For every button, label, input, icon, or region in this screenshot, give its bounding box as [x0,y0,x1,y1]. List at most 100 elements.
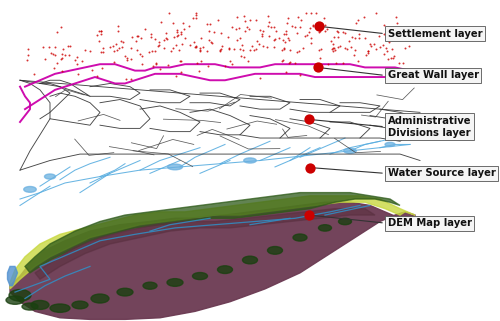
Point [285,61,293,66]
Point [206,22,214,27]
Point [127,56,135,62]
Point [204,37,212,42]
Point [106,45,114,50]
Point [316,48,324,53]
Point [348,35,356,40]
Point [110,60,118,65]
Point [297,17,305,22]
Point [330,45,338,50]
Point [372,46,380,51]
Point [138,35,145,40]
Ellipse shape [117,288,133,296]
Point [263,45,271,50]
Point [306,165,314,170]
Point [306,36,314,41]
Point [236,47,244,52]
Point [222,64,230,69]
Point [237,54,245,59]
Point [302,10,310,15]
Point [123,57,131,62]
Point [154,39,162,44]
Point [270,36,278,41]
Point [280,46,287,51]
Point [316,46,324,51]
Point [386,39,394,44]
Point [216,47,224,52]
Point [203,48,211,53]
Point [53,30,61,35]
Point [214,18,222,23]
Point [330,34,338,39]
Ellipse shape [344,148,356,153]
Ellipse shape [218,266,232,273]
Point [334,30,342,35]
Ellipse shape [242,256,258,264]
Polygon shape [10,196,415,289]
Point [145,49,153,55]
Point [132,38,140,43]
Point [252,17,260,22]
Point [205,29,213,34]
Point [401,46,409,51]
Polygon shape [25,193,400,273]
Point [164,37,172,42]
Point [234,26,242,31]
Point [166,48,174,53]
Point [280,31,288,37]
Point [192,12,200,17]
Point [127,46,135,51]
Point [81,48,89,53]
Point [240,47,248,52]
Point [180,27,188,32]
Point [162,30,170,35]
Point [330,49,338,54]
Point [286,59,294,64]
Point [332,29,340,34]
Point [172,42,179,47]
Point [138,53,145,58]
Point [347,44,355,49]
Point [207,39,215,44]
Point [362,52,370,57]
Point [270,44,278,49]
Point [73,62,81,67]
Point [148,48,156,53]
Point [96,29,104,34]
Point [282,31,290,37]
Ellipse shape [167,279,183,286]
Point [218,44,226,49]
Point [339,30,347,35]
Point [302,33,310,38]
Point [396,60,404,65]
Point [147,31,155,36]
Point [226,58,234,64]
Point [296,73,304,78]
Point [156,66,164,71]
Point [256,75,264,81]
Point [59,47,67,52]
Point [228,25,236,30]
Point [390,54,398,59]
Point [199,44,207,49]
Point [372,11,380,16]
Ellipse shape [91,294,109,303]
Point [354,18,362,23]
Point [177,30,185,35]
Point [230,46,238,51]
Point [389,55,397,60]
Point [97,29,105,34]
Point [278,59,286,64]
Point [316,55,324,60]
Point [113,47,121,52]
Point [24,46,32,51]
Point [386,27,394,32]
Point [232,27,240,32]
Point [360,35,368,40]
Point [172,73,180,78]
Point [181,36,189,41]
Point [58,51,66,56]
Point [52,61,60,66]
Point [192,16,200,21]
Point [382,46,390,51]
Point [294,49,302,54]
